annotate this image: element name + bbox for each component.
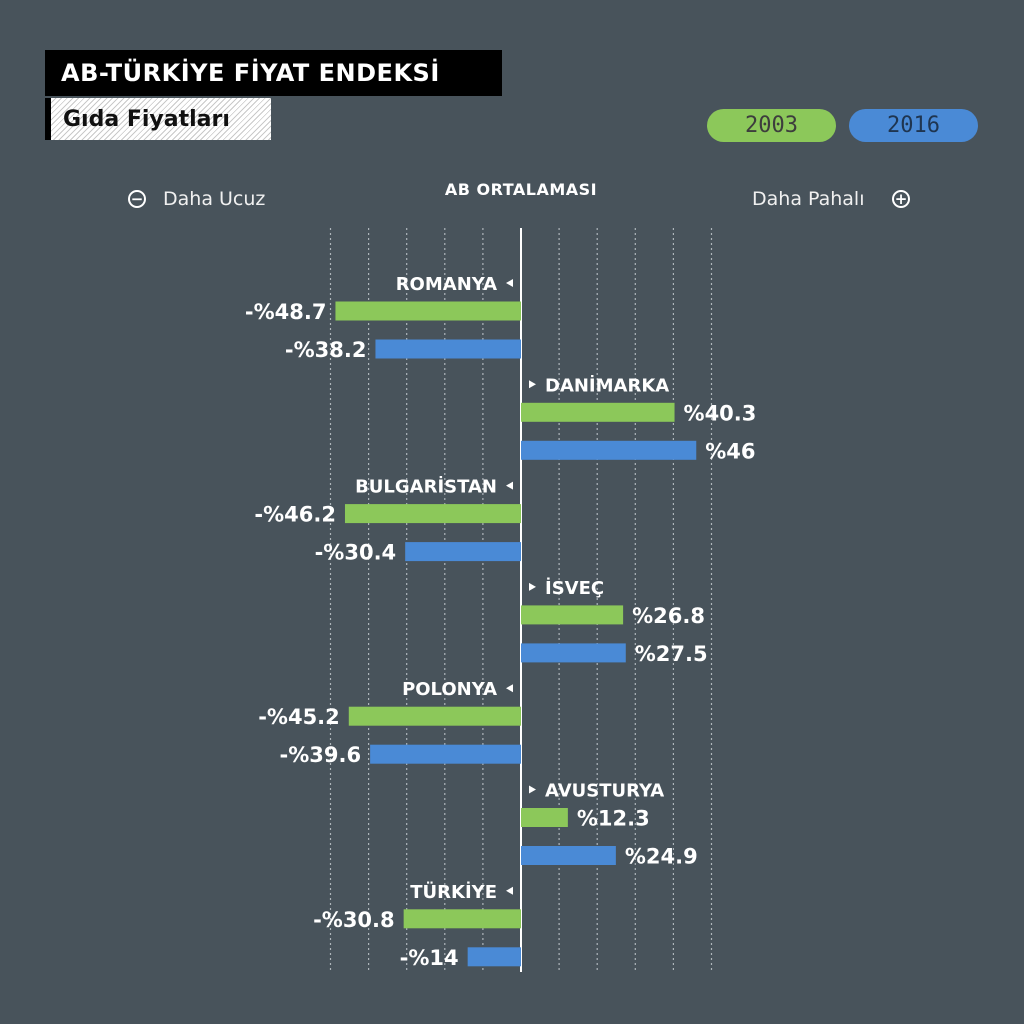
data-label: %26.8	[632, 604, 705, 628]
data-label: %24.9	[625, 845, 698, 869]
data-label: %40.3	[684, 401, 757, 425]
data-label: -%30.4	[315, 541, 397, 565]
data-label: -%14	[400, 946, 459, 970]
arrow-left-icon	[506, 886, 513, 895]
bar	[521, 402, 675, 422]
bar	[521, 846, 616, 865]
arrow-left-icon	[506, 279, 513, 287]
axis-center-label: AB ORTALAMASI	[444, 180, 598, 199]
bar	[348, 706, 521, 726]
bar	[344, 504, 521, 524]
bar	[467, 947, 521, 967]
bar	[375, 339, 521, 359]
bar	[403, 909, 521, 929]
arrow-left-icon	[506, 684, 513, 693]
category-label: POLONYA	[402, 679, 497, 700]
data-label: -%48.7	[245, 300, 327, 324]
category-label: İSVEÇ	[545, 577, 604, 599]
legend-item-2016: 2016	[849, 109, 978, 142]
data-label: -%46.2	[254, 503, 336, 527]
chart-title: AB-TÜRKİYE FİYAT ENDEKSİ	[45, 50, 502, 96]
arrow-left-icon	[506, 481, 513, 490]
bar	[335, 301, 521, 321]
category-label: BULGARİSTAN	[355, 476, 497, 498]
data-label: -%30.8	[313, 908, 395, 932]
arrow-right-icon	[529, 785, 536, 794]
category-label: DANİMARKA	[545, 374, 669, 396]
arrow-right-icon	[529, 380, 536, 389]
category-label: AVUSTURYA	[545, 781, 664, 802]
data-label: %27.5	[635, 642, 708, 666]
bar	[521, 605, 624, 625]
legend-item-2003: 2003	[707, 109, 836, 142]
bar	[370, 744, 521, 764]
arrow-right-icon	[529, 582, 536, 591]
plus-circle-icon: +	[892, 190, 910, 208]
data-label: -%38.2	[285, 338, 367, 362]
axis-label-pricier: Daha Pahalı	[752, 188, 865, 210]
category-label: TÜRKİYE	[410, 881, 497, 903]
data-label: -%45.2	[258, 705, 340, 729]
bar	[521, 440, 697, 460]
data-label: -%39.6	[280, 743, 362, 767]
chart-subtitle: Gıda Fiyatları	[45, 98, 271, 140]
data-label: %12.3	[577, 807, 650, 831]
bar	[521, 643, 626, 663]
bar	[521, 808, 568, 827]
minus-circle-icon: −	[128, 190, 146, 208]
bar	[405, 542, 521, 562]
category-label: ROMANYA	[396, 274, 497, 295]
data-label: %46	[705, 439, 755, 463]
axis-label-cheaper: Daha Ucuz	[163, 188, 266, 210]
